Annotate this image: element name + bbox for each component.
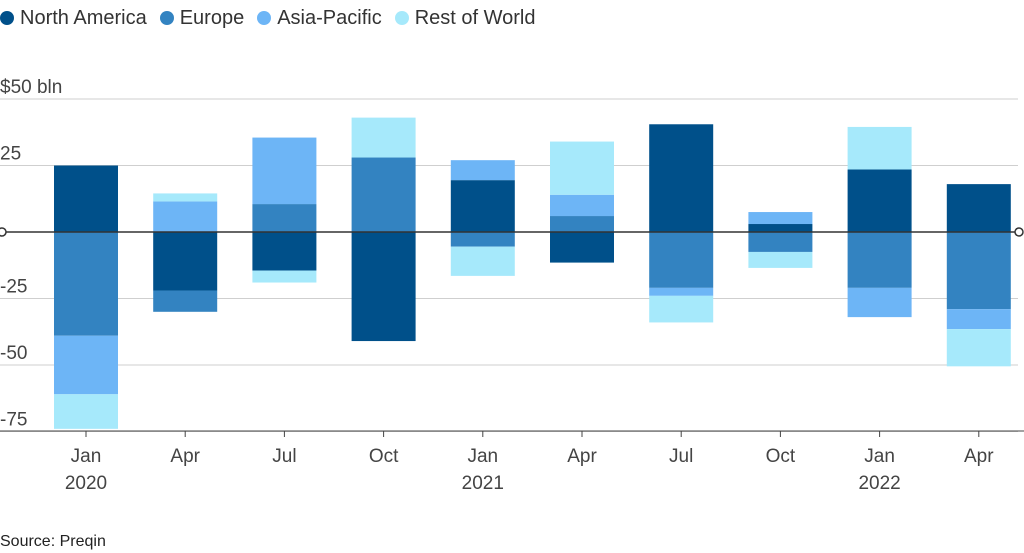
bar-segment	[946, 232, 1011, 310]
baseline-end-marker	[0, 227, 7, 237]
legend-label: Rest of World	[414, 6, 536, 29]
legend-label: Europe	[179, 6, 245, 29]
legend-label: Asia-Pacific	[277, 6, 382, 29]
bar-segment	[550, 141, 614, 195]
bar-segment	[946, 309, 1011, 330]
legend-item: North America	[0, 7, 147, 30]
bar-segment	[351, 232, 416, 342]
legend-swatch	[159, 11, 174, 25]
chart-legend: North America Europe Asia-Pacific Rest of W…	[0, 5, 548, 31]
bar-segment	[153, 290, 218, 312]
bar-segment	[450, 246, 515, 276]
bar-segment	[847, 287, 912, 318]
bar-segment	[748, 232, 813, 252]
x-tick-label: Apr	[567, 446, 597, 467]
bar-segment	[847, 126, 912, 170]
bar-segment	[748, 224, 813, 232]
bar-segment	[550, 194, 614, 217]
bar-segment	[550, 216, 614, 232]
legend-label: North America	[20, 6, 147, 29]
bar-segment	[847, 169, 912, 232]
bar-segment	[649, 124, 714, 232]
x-tick-label: 2022	[858, 473, 900, 494]
bar-segment	[351, 157, 416, 232]
bar-segment	[252, 137, 317, 205]
x-tick-label: Apr	[964, 446, 994, 467]
bar-segment	[153, 201, 218, 232]
bar-segment	[550, 232, 614, 263]
bar-segment	[252, 232, 317, 271]
x-tick-label: Jan	[71, 446, 102, 467]
bar-segment	[153, 193, 218, 202]
x-tick-label: Jan	[467, 446, 498, 467]
bar-segment	[54, 335, 118, 395]
bar-segment	[153, 232, 218, 291]
legend-swatch	[394, 11, 409, 25]
bar-segment	[54, 394, 118, 429]
x-tick-label: Jul	[272, 446, 296, 467]
baseline-end-marker	[1014, 227, 1024, 237]
x-tick-label: 2020	[65, 473, 107, 494]
legend-item: Europe	[159, 6, 245, 30]
bar-segment	[649, 295, 714, 323]
bar-segment	[252, 270, 317, 283]
legend-swatch	[0, 11, 14, 25]
y-tick-label: -50	[0, 343, 27, 364]
bar-segment	[54, 165, 118, 232]
bar-segment	[649, 232, 714, 288]
bar-segment	[748, 251, 813, 268]
bar-segment	[847, 232, 912, 288]
y-tick-label: 25	[0, 144, 21, 165]
legend-item: Rest of World	[394, 6, 536, 30]
bar-segment	[252, 204, 317, 232]
x-tick-label: Oct	[766, 446, 796, 467]
legend-swatch	[257, 11, 272, 25]
bar-segment	[450, 180, 515, 232]
x-tick-label: 2021	[462, 473, 504, 494]
x-tick-label: Apr	[170, 446, 200, 467]
x-tick-label: Oct	[369, 446, 399, 467]
legend-item: Asia-Pacific	[257, 6, 382, 30]
bar-segment	[450, 232, 515, 247]
x-tick-label: Jul	[669, 446, 693, 467]
bar-segment	[450, 160, 515, 181]
source-note: Source: Preqin	[0, 533, 106, 550]
bar-segment	[946, 184, 1011, 232]
x-tick-label: Jan	[864, 446, 895, 467]
bar-segment	[351, 117, 416, 158]
bar-segment	[748, 212, 813, 225]
bar-segment	[54, 232, 118, 336]
y-tick-label: $50 bln	[0, 77, 62, 98]
bar-segment	[649, 287, 714, 296]
bar-segment	[946, 329, 1011, 367]
y-tick-label: -25	[0, 277, 27, 298]
y-tick-label: -75	[0, 410, 27, 431]
